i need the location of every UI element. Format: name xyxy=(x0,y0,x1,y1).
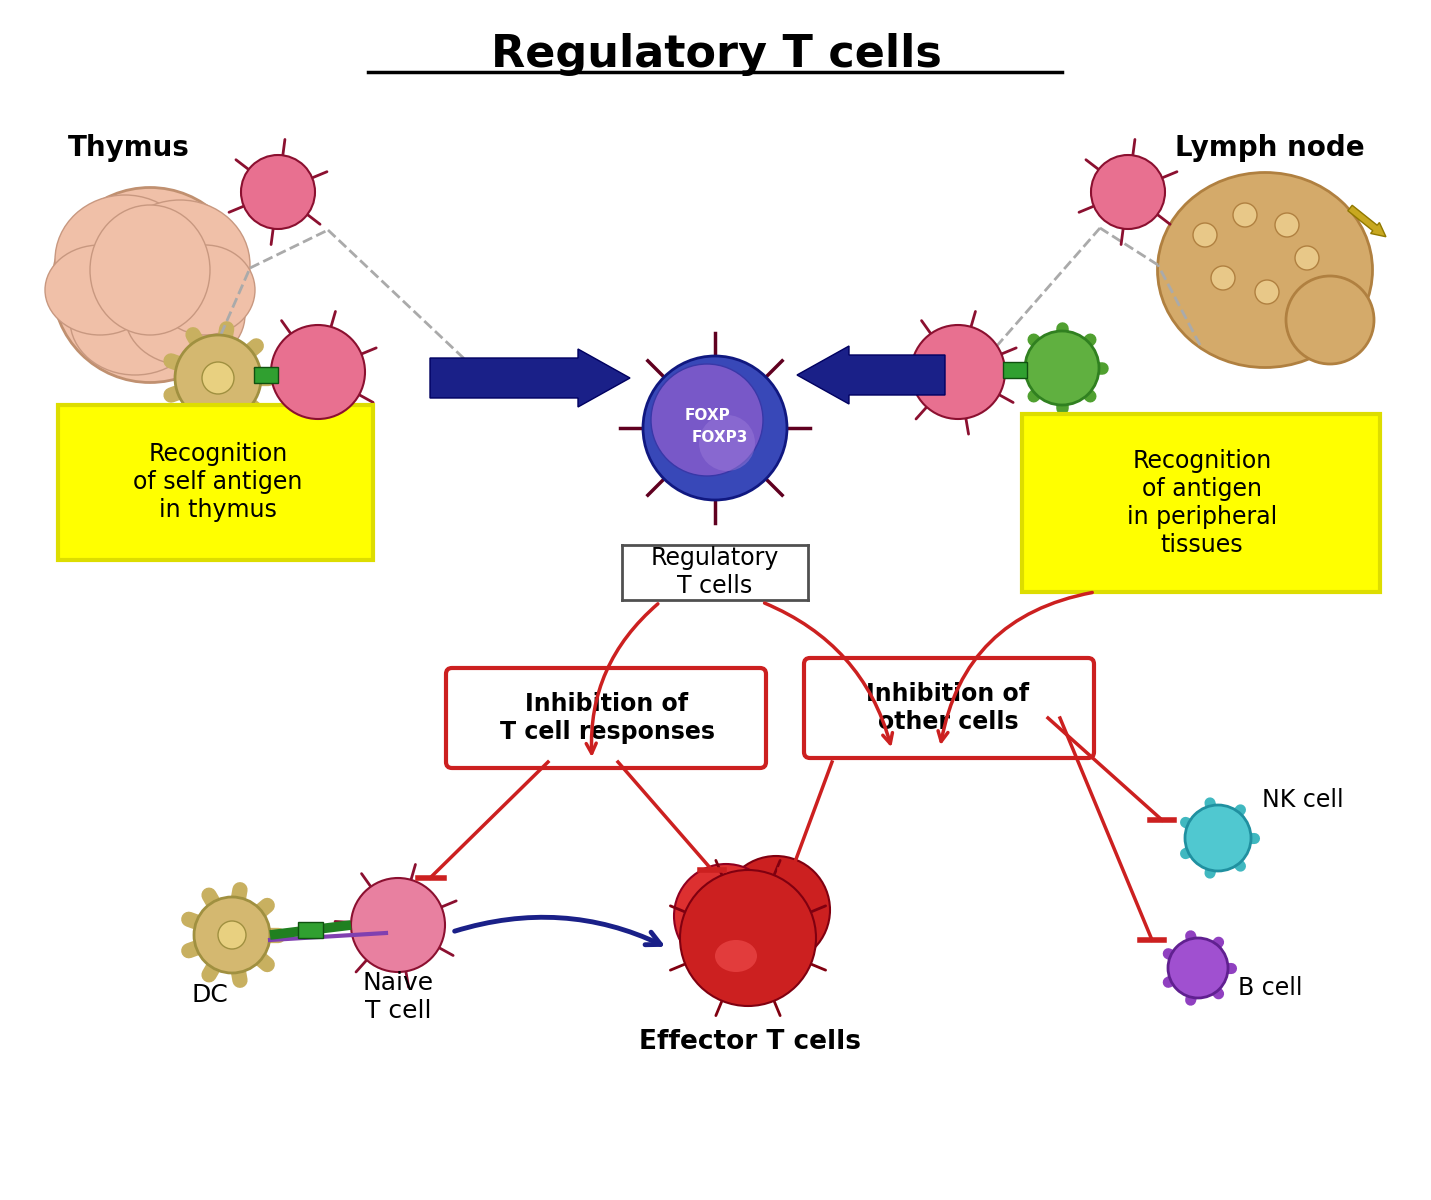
FancyBboxPatch shape xyxy=(298,922,323,938)
Circle shape xyxy=(651,364,763,476)
Circle shape xyxy=(351,878,445,972)
Circle shape xyxy=(680,870,816,1006)
Circle shape xyxy=(1025,331,1099,404)
Text: Effector T cells: Effector T cells xyxy=(640,1028,861,1055)
FancyArrow shape xyxy=(1348,205,1387,236)
Ellipse shape xyxy=(155,245,255,335)
FancyArrow shape xyxy=(429,349,630,407)
Text: Naive
T cell: Naive T cell xyxy=(362,971,434,1022)
Ellipse shape xyxy=(1286,276,1374,364)
Circle shape xyxy=(912,325,1005,419)
Ellipse shape xyxy=(54,194,195,325)
Text: Regulatory
T cells: Regulatory T cells xyxy=(651,546,780,598)
Ellipse shape xyxy=(70,265,200,374)
Circle shape xyxy=(175,335,260,421)
Text: FOXP: FOXP xyxy=(684,408,730,424)
Ellipse shape xyxy=(53,187,248,383)
Text: Recognition
of self antigen
in thymus: Recognition of self antigen in thymus xyxy=(133,443,303,522)
Text: FOXP3: FOXP3 xyxy=(691,431,748,445)
Text: NK cell: NK cell xyxy=(1262,788,1344,812)
Circle shape xyxy=(698,415,756,470)
Circle shape xyxy=(240,155,315,229)
FancyBboxPatch shape xyxy=(446,668,766,768)
Ellipse shape xyxy=(1234,203,1256,227)
Circle shape xyxy=(1090,155,1165,229)
Ellipse shape xyxy=(1158,173,1372,367)
Circle shape xyxy=(202,362,235,394)
Text: Recognition
of antigen
in peripheral
tissues: Recognition of antigen in peripheral tis… xyxy=(1126,449,1276,557)
Ellipse shape xyxy=(1255,280,1279,304)
Ellipse shape xyxy=(716,940,757,972)
Circle shape xyxy=(195,898,270,973)
Circle shape xyxy=(270,325,365,419)
Text: Inhibition of
other cells: Inhibition of other cells xyxy=(866,682,1029,734)
Ellipse shape xyxy=(1193,223,1216,247)
Text: Thymus: Thymus xyxy=(69,134,190,162)
Text: B cell: B cell xyxy=(1238,976,1302,1000)
Ellipse shape xyxy=(1275,214,1299,236)
Text: DC: DC xyxy=(192,983,229,1007)
Circle shape xyxy=(1168,938,1228,998)
Text: Regulatory T cells: Regulatory T cells xyxy=(491,34,942,77)
Circle shape xyxy=(674,864,778,968)
Circle shape xyxy=(218,922,246,949)
FancyBboxPatch shape xyxy=(253,367,278,383)
Circle shape xyxy=(723,856,830,964)
Ellipse shape xyxy=(110,200,250,330)
Text: Inhibition of
T cell responses: Inhibition of T cell responses xyxy=(499,692,714,744)
FancyBboxPatch shape xyxy=(57,404,373,560)
FancyBboxPatch shape xyxy=(1003,361,1027,378)
FancyArrow shape xyxy=(797,346,944,404)
Text: Lymph node: Lymph node xyxy=(1175,134,1365,162)
FancyBboxPatch shape xyxy=(804,658,1095,758)
FancyBboxPatch shape xyxy=(1022,414,1381,593)
Ellipse shape xyxy=(124,265,245,365)
Ellipse shape xyxy=(1295,246,1319,270)
Ellipse shape xyxy=(90,205,210,335)
Circle shape xyxy=(643,356,787,500)
Ellipse shape xyxy=(1211,266,1235,290)
Ellipse shape xyxy=(44,245,155,335)
Circle shape xyxy=(1185,805,1251,871)
